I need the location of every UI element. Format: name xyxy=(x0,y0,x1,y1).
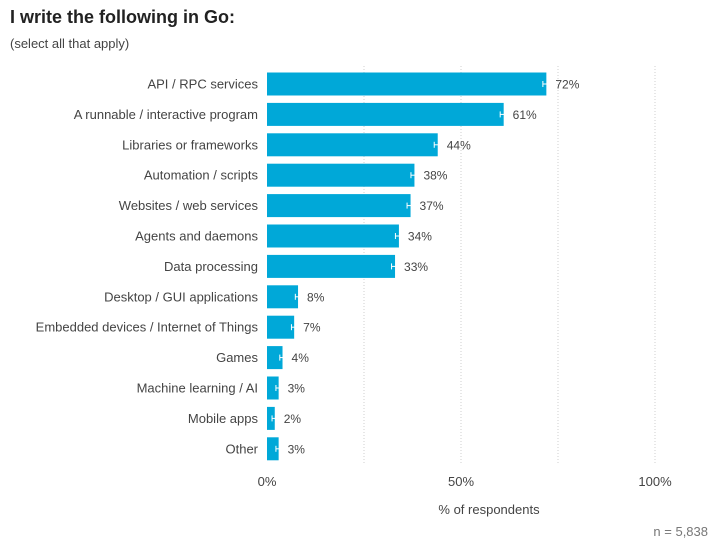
x-tick-label: 100% xyxy=(638,474,672,489)
category-label: Machine learning / AI xyxy=(137,381,258,396)
chart-subtitle: (select all that apply) xyxy=(10,36,130,51)
value-label: 34% xyxy=(408,230,432,244)
chart-title: I write the following in Go: xyxy=(10,7,235,27)
category-label: Agents and daemons xyxy=(135,229,258,244)
x-axis-label: % of respondents xyxy=(438,502,540,517)
x-tick-label: 50% xyxy=(448,474,474,489)
category-label: Mobile apps xyxy=(188,411,259,426)
bar xyxy=(267,163,415,187)
category-label: Embedded devices / Internet of Things xyxy=(36,320,259,335)
bar xyxy=(267,72,547,96)
category-label: API / RPC services xyxy=(147,77,258,92)
bar xyxy=(267,285,299,309)
value-label: 61% xyxy=(513,108,537,122)
x-tick-label: 0% xyxy=(258,474,277,489)
bar xyxy=(267,133,438,157)
value-label: 33% xyxy=(404,260,428,274)
category-label: Libraries or frameworks xyxy=(122,137,258,152)
category-label: Other xyxy=(225,441,258,456)
value-label: 3% xyxy=(288,442,306,456)
bar xyxy=(267,376,279,400)
sample-size-note: n = 5,838 xyxy=(653,524,708,539)
category-label: Games xyxy=(216,350,258,365)
bar xyxy=(267,254,396,278)
bar xyxy=(267,437,279,461)
category-label: Desktop / GUI applications xyxy=(104,289,258,304)
value-label: 8% xyxy=(307,290,325,304)
value-label: 72% xyxy=(555,78,579,92)
category-label: Automation / scripts xyxy=(144,168,259,183)
value-label: 3% xyxy=(288,382,306,396)
value-label: 44% xyxy=(447,138,471,152)
value-label: 7% xyxy=(303,321,321,335)
bar xyxy=(267,346,283,370)
bar xyxy=(267,224,399,248)
bar xyxy=(267,194,411,218)
category-label: A runnable / interactive program xyxy=(74,107,258,122)
value-label: 37% xyxy=(420,199,444,213)
category-label: Websites / web services xyxy=(119,198,259,213)
value-label: 38% xyxy=(423,169,447,183)
value-label: 2% xyxy=(284,412,302,426)
bar xyxy=(267,102,504,126)
value-label: 4% xyxy=(292,351,310,365)
bar xyxy=(267,315,295,339)
bar xyxy=(267,406,275,430)
category-label: Data processing xyxy=(164,259,258,274)
